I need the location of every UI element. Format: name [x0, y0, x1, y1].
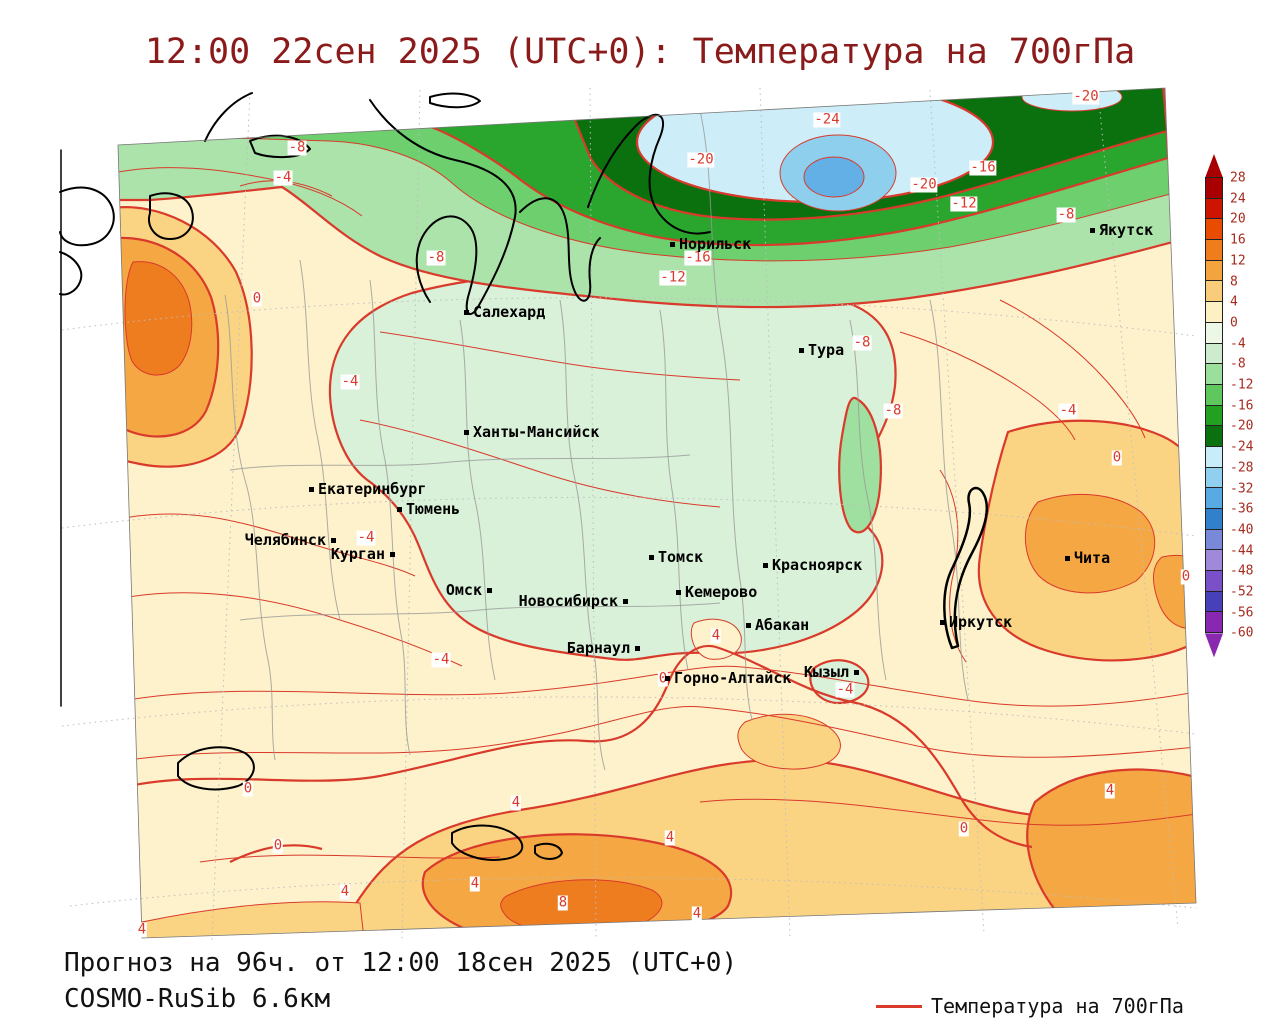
- colorbar-tick-label: 0: [1230, 315, 1238, 331]
- colorbar-scale: [1205, 177, 1223, 634]
- colorbar-tick-label: -36: [1230, 501, 1254, 517]
- coast-white-sea-bay: [148, 192, 194, 240]
- colorbar-tick-label: 4: [1230, 294, 1238, 310]
- coast-kola: [59, 186, 115, 247]
- lake-west: [177, 746, 255, 791]
- colorbar-segment: [1205, 239, 1223, 261]
- admin-borders: [224, 109, 969, 771]
- colorbar-tick-label: -28: [1230, 460, 1254, 476]
- colorbar-segment: [1205, 549, 1223, 572]
- colorbar-segment: [1205, 425, 1223, 447]
- lake-south-1: [451, 824, 524, 861]
- temperature-fill-layer: [118, 88, 1196, 938]
- colorbar-tick-label: 16: [1230, 232, 1246, 248]
- legend-label: Температура на 700гПа: [931, 994, 1184, 1018]
- coast-island: [429, 92, 481, 109]
- colorbar-tick-label: -44: [1230, 543, 1254, 559]
- fill-warm-lobe: [737, 713, 841, 770]
- colorbar-segment: [1205, 342, 1223, 365]
- forecast-info: Прогноз на 96ч. от 12:00 18сен 2025 (UTC…: [64, 948, 738, 978]
- fill-west-warm-core: [124, 261, 193, 376]
- page-title: 12:00 22сен 2025 (UTC+0): Температура на…: [144, 32, 1136, 72]
- colorbar-segment: [1205, 363, 1223, 385]
- colorbar-tick-label: 20: [1230, 211, 1246, 227]
- colorbar-segment: [1205, 528, 1223, 551]
- colorbar-segment: [1205, 445, 1223, 468]
- model-info: COSMO-RuSib 6.6км: [64, 984, 331, 1014]
- colorbar-segment: [1205, 570, 1223, 592]
- colorbar-tick-label: -20: [1230, 418, 1254, 434]
- coast-north: [204, 92, 253, 142]
- colorbar-tick-label: 8: [1230, 274, 1238, 289]
- coast-taz-gulf: [519, 197, 601, 302]
- lake-baikal: [943, 486, 989, 650]
- coast-white-sea: [59, 251, 83, 296]
- coast-kanin: [249, 134, 311, 159]
- colorbar-segment: [1205, 301, 1223, 323]
- colorbar-segment: [1205, 259, 1223, 282]
- domain-border: [117, 87, 1197, 939]
- colorbar-tick-label: -48: [1230, 563, 1254, 579]
- graticule: [61, 87, 1197, 941]
- colorbar-tick-label: -24: [1230, 439, 1254, 455]
- coast-yenisei-gulf: [587, 113, 711, 235]
- colorbar-segment: [1205, 611, 1223, 634]
- colorbar-tick-label: -52: [1230, 584, 1254, 600]
- colorbar-segment: [1205, 383, 1223, 406]
- fill-hot-core-center: [500, 879, 663, 936]
- colorbar-segment: [1205, 280, 1223, 303]
- fill-sayan-cold-pocket: [809, 659, 870, 705]
- colorbar-tick-label: -4: [1230, 336, 1246, 352]
- colorbar-tick-label: 12: [1230, 253, 1246, 269]
- colorbar-tick-label: 28: [1230, 170, 1246, 186]
- legend: Температура на 700гПа: [876, 994, 1184, 1018]
- colorbar-segment: [1205, 590, 1223, 613]
- colorbar-tick-label: -32: [1230, 481, 1254, 496]
- colorbar-segment: [1205, 466, 1223, 489]
- coastlines: [59, 92, 989, 861]
- colorbar-segment: [1205, 197, 1223, 220]
- legend-line-sample: [876, 1004, 922, 1008]
- colorbar-segment: [1205, 508, 1223, 530]
- lake-south-2: [534, 842, 563, 860]
- colorbar-tick-label: -60: [1230, 625, 1254, 641]
- colorbar-segment: [1205, 321, 1223, 344]
- coast-ob-gulf: [369, 99, 517, 316]
- colorbar-tick-label: -16: [1230, 398, 1254, 414]
- colorbar-tick-label: -56: [1230, 605, 1254, 621]
- colorbar-tick-label: -8: [1230, 356, 1246, 372]
- colorbar-segment: [1205, 218, 1223, 241]
- fill-east-warm-core: [1024, 493, 1156, 594]
- colorbar-segment: [1205, 487, 1223, 509]
- colorbar-tick-label: -12: [1230, 377, 1254, 393]
- fill-east-cold-blob: [838, 396, 882, 534]
- fill-cold-core-inner: [803, 156, 865, 198]
- colorbar-segment: [1205, 177, 1223, 199]
- colorbar-tick-label: 24: [1230, 191, 1246, 207]
- colorbar-segment: [1205, 404, 1223, 427]
- fill-cold-sliver-ne: [1021, 88, 1123, 112]
- fill-hot-blob-southeast: [1026, 768, 1196, 920]
- colorbar-tick-label: -40: [1230, 522, 1254, 538]
